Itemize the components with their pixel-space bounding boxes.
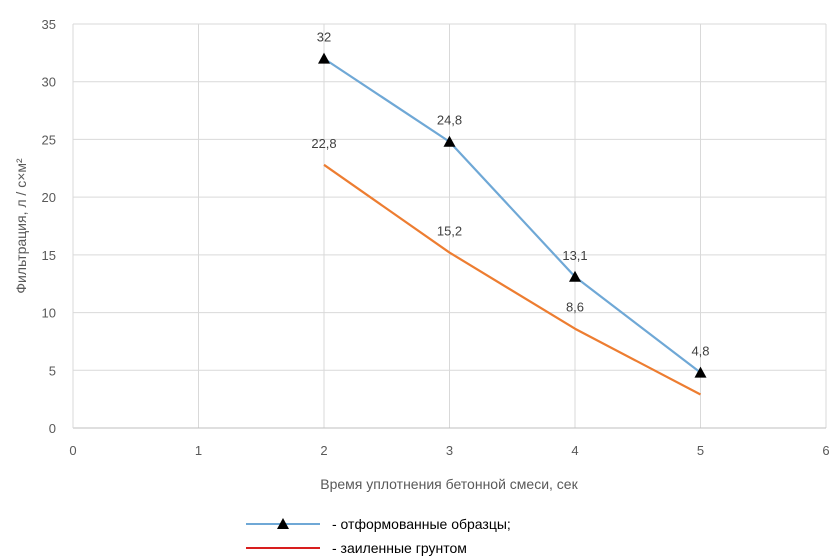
- data-label: 4,8: [691, 344, 709, 359]
- x-tick-label: 5: [697, 443, 704, 458]
- legend-marker: [277, 518, 289, 529]
- data-label: 32: [317, 30, 331, 45]
- series-line: [323, 57, 702, 374]
- data-label: 8,6: [566, 300, 584, 315]
- x-tick-label: 6: [822, 443, 829, 458]
- data-label: 24,8: [437, 113, 462, 128]
- y-tick-label: 15: [42, 248, 56, 263]
- data-label: 22,8: [311, 136, 336, 151]
- y-tick-label: 5: [49, 363, 56, 378]
- series-line: [323, 163, 702, 396]
- data-point-marker: [443, 135, 456, 147]
- y-tick-label: 30: [42, 75, 56, 90]
- x-tick-label: 4: [571, 443, 578, 458]
- data-point-marker: [694, 366, 707, 378]
- data-label: 13,1: [562, 248, 587, 263]
- x-axis-title: Время уплотнения бетонной смеси, сек: [320, 476, 578, 492]
- x-tick-label: 3: [446, 443, 453, 458]
- x-tick-label: 2: [320, 443, 327, 458]
- axes: 0 5 10 15 20 25 30 35 0 1 2 3 4 5 6: [42, 17, 830, 458]
- x-tick-label: 1: [195, 443, 202, 458]
- y-axis-title: Фильтрация, л / с×м²: [13, 158, 29, 294]
- y-tick-label: 10: [42, 306, 56, 321]
- y-tick-label: 35: [42, 17, 56, 32]
- legend: - отформованные образцы; - заиленные грун…: [246, 516, 511, 556]
- legend-label: - заиленные грунтом: [332, 540, 467, 556]
- y-tick-label: 25: [42, 132, 56, 147]
- data-point-marker: [318, 52, 330, 64]
- data-label: 15,2: [437, 224, 462, 239]
- y-tick-label: 0: [49, 421, 56, 436]
- series-layer: [318, 52, 707, 396]
- y-tick-label: 20: [42, 190, 56, 205]
- data-labels: 22,8 15,2 8,6 32 24,8 13,1 4,8: [311, 30, 709, 359]
- data-point-marker: [569, 270, 581, 282]
- x-tick-label: 0: [69, 443, 76, 458]
- legend-label: - отформованные образцы;: [332, 516, 511, 532]
